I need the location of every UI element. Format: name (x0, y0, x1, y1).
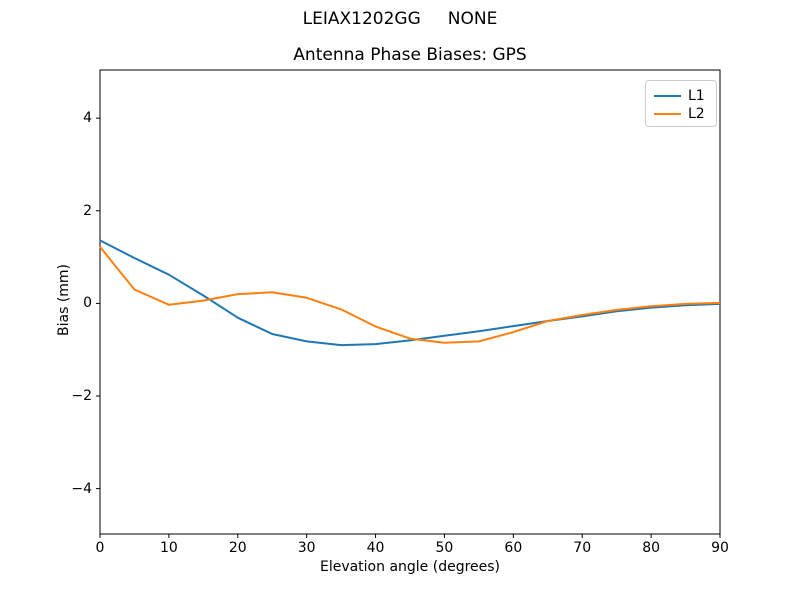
axes-spines (99, 69, 721, 535)
series-line-l1 (99, 239, 721, 347)
l1-line-swatch (654, 94, 681, 97)
y-tick-label: −4 (71, 480, 92, 497)
y-tick-label: 2 (83, 202, 92, 219)
legend-label-l2: L2 (688, 105, 705, 122)
legend-item-l1: L1 (654, 87, 710, 104)
chart-title: Antenna Phase Biases: GPS (293, 45, 527, 65)
x-tick-label: 90 (711, 540, 729, 556)
x-tick-label: 40 (366, 540, 385, 556)
y-axis-label: Bias (mm) (56, 263, 72, 337)
x-tick-label: 10 (159, 540, 178, 556)
legend-label-l1: L1 (688, 87, 705, 104)
legend: L1 L2 (645, 80, 717, 127)
figure-suptitle: LEIAX1202GG NONE (302, 9, 498, 29)
y-tick-label: 0 (83, 295, 92, 312)
legend-item-l2: L2 (654, 105, 710, 122)
y-tick-label: 4 (83, 110, 92, 127)
x-tick-label: 50 (435, 540, 454, 556)
x-tick-label: 60 (504, 540, 523, 556)
x-tick-label: 70 (573, 540, 592, 556)
y-tick-label: −2 (71, 388, 92, 404)
x-axis-label: Elevation angle (degrees) (319, 559, 501, 575)
x-tick-label: 30 (297, 540, 316, 556)
x-tick-label: 20 (228, 540, 247, 556)
l2-line-swatch (654, 112, 681, 115)
x-tick-label: 0 (95, 540, 105, 556)
series-line-l2 (99, 246, 721, 344)
x-tick-label: 80 (642, 540, 661, 556)
